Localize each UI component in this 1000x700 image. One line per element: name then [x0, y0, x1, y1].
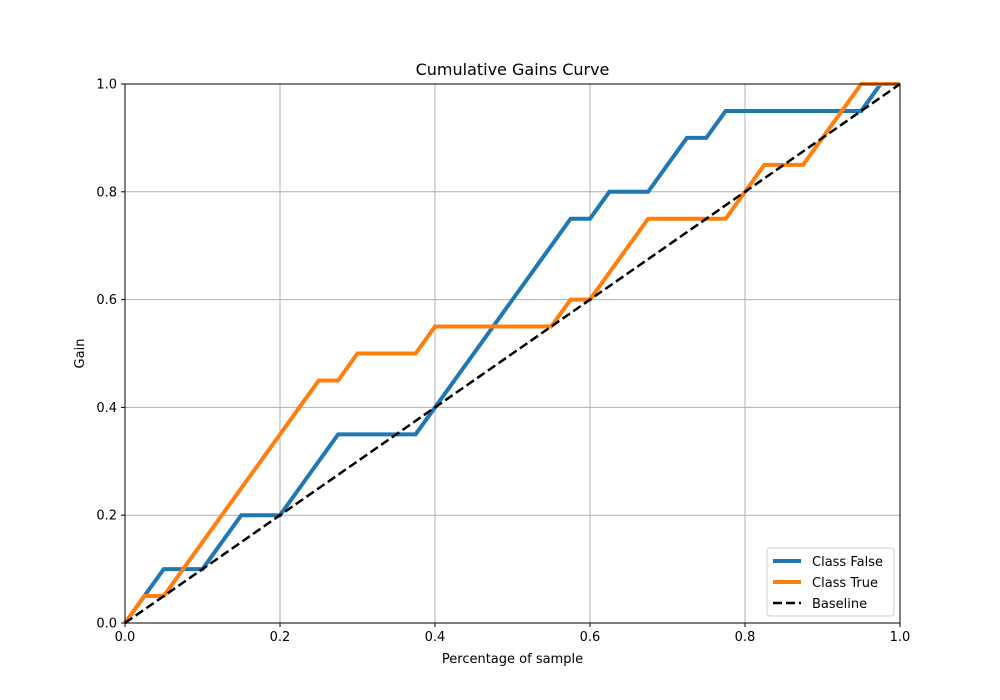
legend-box: [766, 547, 895, 617]
y-tick-label: 0.6: [96, 293, 117, 308]
axis-ticks: 0.0 0.2 0.4 0.6 0.8 1.0 0.0 0.2 0.4 0.6 0.8 1.0: [96, 78, 910, 646]
x-tick-label: 0.4: [425, 630, 446, 645]
y-tick-label: 0.0: [96, 617, 117, 632]
legend-label: Baseline: [812, 597, 867, 612]
x-tick-label: 0.2: [270, 630, 291, 645]
axes-frame: [124, 83, 901, 624]
x-tick-label: 1.0: [890, 630, 911, 645]
series-line-class-true: [123, 82, 900, 625]
legend: Class False Class True Baseline: [766, 547, 895, 617]
x-tick-label: 0.6: [580, 630, 601, 645]
y-axis-label: Gain: [73, 339, 88, 369]
y-tick-label: 0.4: [96, 401, 117, 416]
x-axis-label: Percentage of sample: [442, 652, 583, 667]
chart-title: Cumulative Gains Curve: [416, 60, 610, 79]
y-tick-label: 1.0: [96, 78, 117, 93]
x-tick-label: 0.0: [115, 630, 136, 645]
legend-label: Class True: [812, 576, 878, 591]
series-lines: [123, 82, 901, 625]
x-tick-label: 0.8: [735, 630, 756, 645]
series-line-class-false: [123, 82, 900, 625]
series-line-baseline: [124, 82, 901, 625]
y-tick-label: 0.8: [96, 185, 117, 200]
y-tick-label: 0.2: [96, 509, 117, 524]
legend-label: Class False: [812, 555, 883, 570]
